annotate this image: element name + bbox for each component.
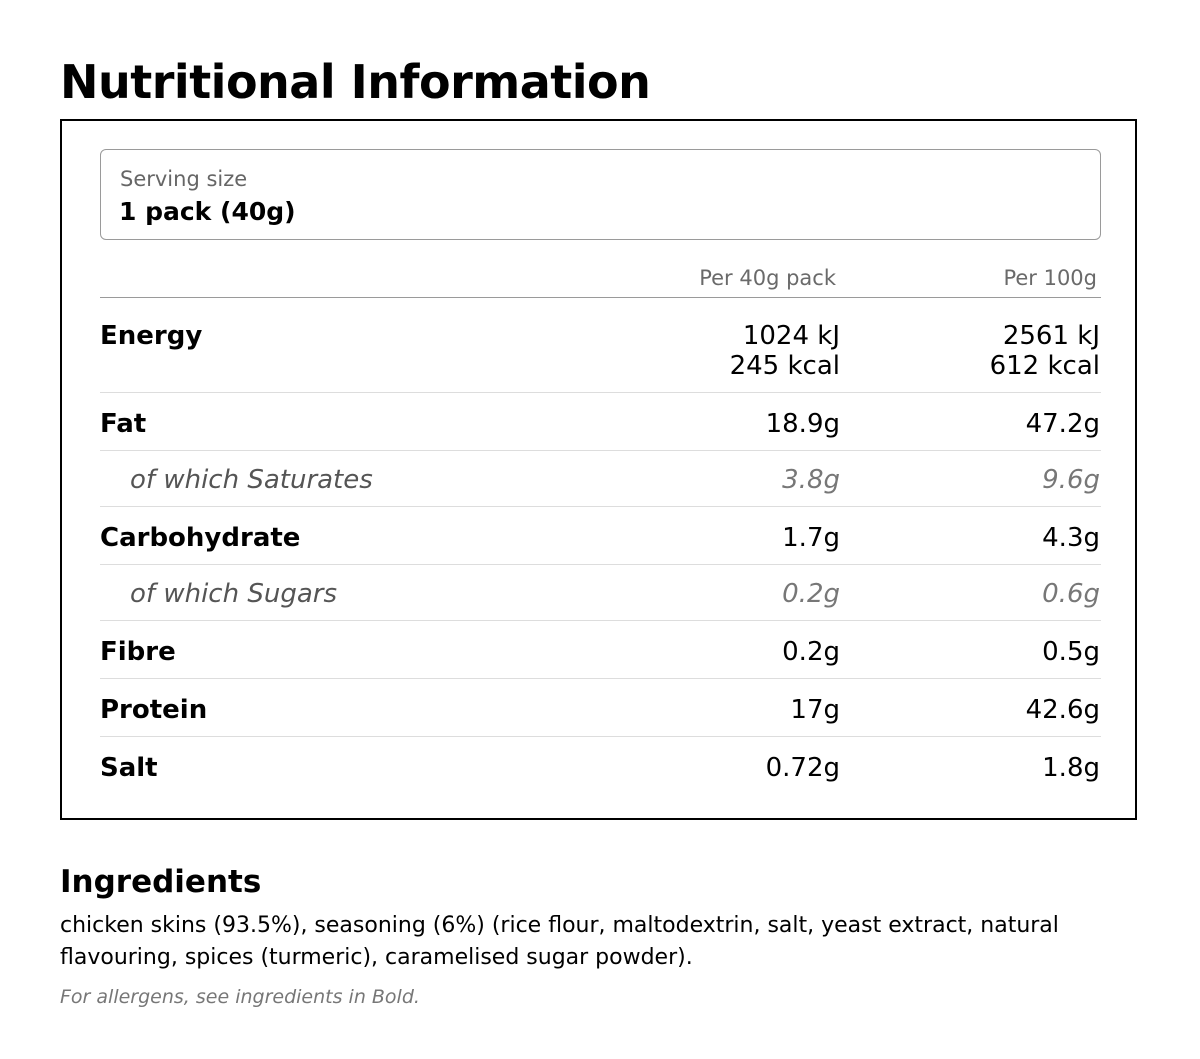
column-header-per-100g: Per 100g bbox=[1003, 266, 1097, 290]
nutrient-row-protein: Protein 17g 42.6g bbox=[100, 695, 1101, 737]
energy-kj-per-100g: 2561 kJ bbox=[1002, 321, 1100, 351]
nutrient-value-per-100g: 0.6g bbox=[1042, 579, 1100, 609]
nutrition-panel: Serving size 1 pack (40g) Per 40g pack P… bbox=[60, 119, 1137, 820]
nutrient-value-per-100g: 2561 kJ 612 kcal bbox=[990, 321, 1100, 381]
serving-size-label: Serving size bbox=[120, 167, 248, 191]
nutrient-value-per-100g: 42.6g bbox=[1025, 695, 1100, 725]
nutrient-name: Fibre bbox=[100, 637, 176, 667]
nutrient-value-per-pack: 0.2g bbox=[782, 637, 840, 667]
energy-kcal-per-100g: 612 kcal bbox=[989, 351, 1100, 381]
page-title: Nutritional Information bbox=[60, 55, 651, 109]
nutrient-row-fibre: Fibre 0.2g 0.5g bbox=[100, 637, 1101, 679]
nutrient-value-per-100g: 4.3g bbox=[1042, 523, 1100, 553]
nutrient-value-per-pack: 1024 kJ 245 kcal bbox=[730, 321, 840, 381]
nutrient-row-fat: Fat 18.9g 47.2g bbox=[100, 409, 1101, 451]
ingredients-heading: Ingredients bbox=[60, 864, 262, 900]
header-divider bbox=[100, 297, 1101, 298]
column-header-per-pack: Per 40g pack bbox=[699, 266, 836, 290]
ingredients-text: chicken skins (93.5%), seasoning (6%) (r… bbox=[60, 913, 1059, 970]
nutrient-name: of which Sugars bbox=[130, 579, 337, 609]
energy-kcal-per-pack: 245 kcal bbox=[729, 351, 840, 381]
nutrient-row-saturates: of which Saturates 3.8g 9.6g bbox=[100, 465, 1101, 507]
nutrient-value-per-100g: 47.2g bbox=[1025, 409, 1100, 439]
nutrient-name: Protein bbox=[100, 695, 208, 725]
energy-kj-per-pack: 1024 kJ bbox=[742, 321, 840, 351]
nutrient-value-per-pack: 17g bbox=[790, 695, 840, 725]
nutrient-name: Carbohydrate bbox=[100, 523, 301, 553]
nutrient-value-per-pack: 1.7g bbox=[782, 523, 840, 553]
nutrient-row-sugars: of which Sugars 0.2g 0.6g bbox=[100, 579, 1101, 621]
nutrient-name: Salt bbox=[100, 753, 158, 783]
nutrient-value-per-pack: 0.2g bbox=[782, 579, 840, 609]
nutrient-name: Energy bbox=[100, 321, 203, 351]
nutrient-name: of which Saturates bbox=[130, 465, 373, 495]
nutrient-row-energy: Energy 1024 kJ 245 kcal 2561 kJ 612 kcal bbox=[100, 321, 1101, 393]
nutrient-value-per-pack: 3.8g bbox=[782, 465, 840, 495]
nutrient-value-per-100g: 9.6g bbox=[1042, 465, 1100, 495]
nutrient-value-per-pack: 0.72g bbox=[765, 753, 840, 783]
serving-size-box: Serving size 1 pack (40g) bbox=[100, 149, 1101, 240]
nutrient-value-per-100g: 1.8g bbox=[1042, 753, 1100, 783]
allergen-note: For allergens, see ingredients in Bold. bbox=[60, 986, 420, 1008]
serving-size-value: 1 pack (40g) bbox=[119, 197, 296, 226]
nutrient-value-per-100g: 0.5g bbox=[1042, 637, 1100, 667]
nutrient-row-salt: Salt 0.72g 1.8g bbox=[100, 753, 1101, 795]
nutrient-value-per-pack: 18.9g bbox=[765, 409, 840, 439]
nutrient-row-carbohydrate: Carbohydrate 1.7g 4.3g bbox=[100, 523, 1101, 565]
nutrient-name: Fat bbox=[100, 409, 147, 439]
